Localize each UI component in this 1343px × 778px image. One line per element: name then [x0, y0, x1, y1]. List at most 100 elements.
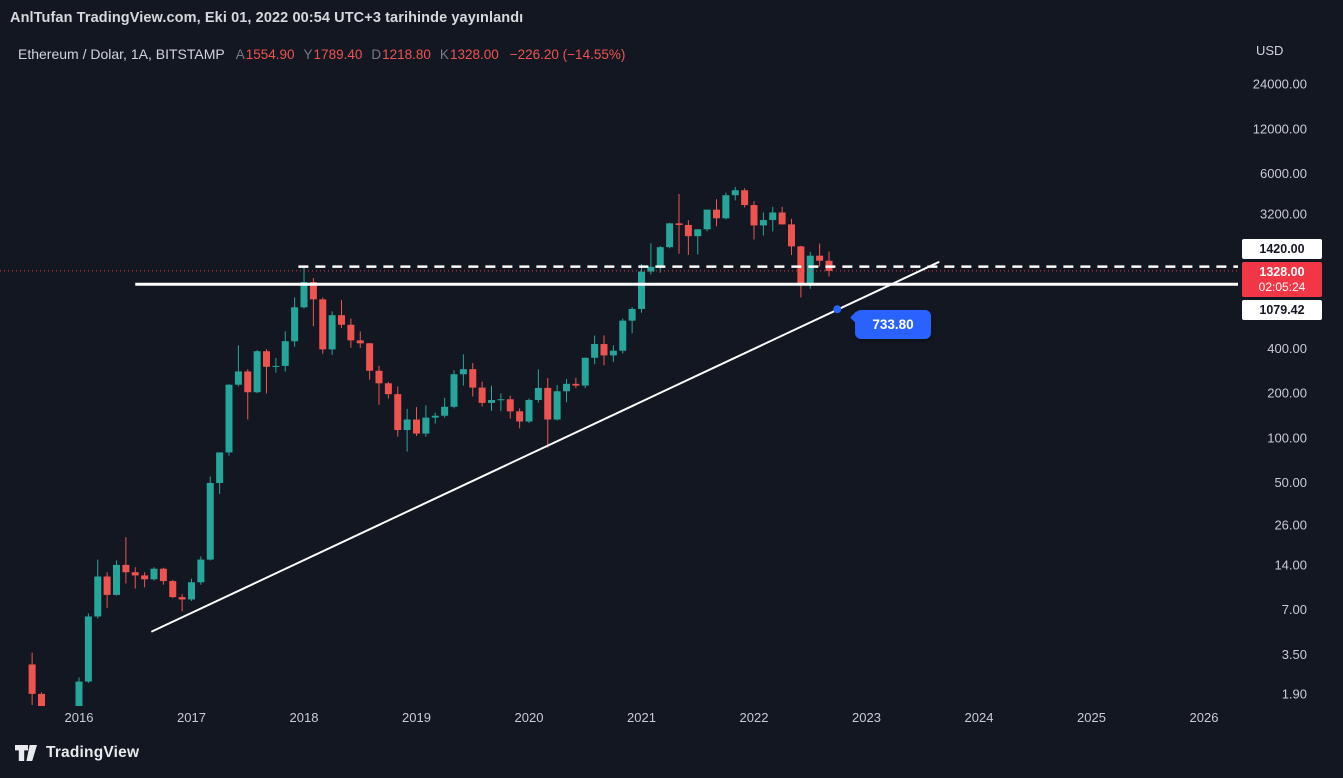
candle-body [703, 209, 711, 230]
price-tick-label: 1.90 [1282, 686, 1307, 701]
candle-body [506, 399, 514, 412]
ohlc-values: A1554.90 Y1789.40 D1218.80 K1328.00 [236, 47, 499, 62]
candle-body [628, 308, 636, 321]
ohlc-label: A [235, 47, 245, 62]
candle-body [459, 369, 467, 375]
candle-body [84, 616, 92, 682]
price-tag-value: 1079.42 [1259, 302, 1305, 317]
candle-body [338, 315, 345, 325]
symbol-title[interactable]: Ethereum / Dolar, 1A, BITSTAMP [18, 46, 225, 62]
candle-body [356, 340, 364, 344]
candle-body [422, 417, 430, 434]
candle-body [413, 419, 420, 434]
time-tick-label: 2016 [65, 710, 94, 725]
candle-body [806, 255, 814, 286]
candle-body [553, 391, 561, 420]
candle-body [291, 307, 299, 342]
price-tick-label: 26.00 [1274, 517, 1307, 532]
price-tick-label: 24000.00 [1253, 77, 1307, 92]
candle-body [300, 282, 308, 308]
candle-body [516, 411, 524, 422]
ohlc-value: 1554.90 [245, 47, 295, 62]
candle-body [675, 223, 683, 225]
candle-body [581, 357, 589, 386]
candle-body [534, 387, 542, 400]
tradingview-logo-link[interactable]: TradingView [14, 744, 139, 762]
candle-body [234, 371, 242, 385]
candle-body [488, 399, 495, 403]
candle-body [328, 315, 336, 350]
candle-body [731, 190, 739, 196]
candle-body [244, 371, 252, 393]
candle-body [281, 341, 289, 366]
candle-body [722, 195, 730, 219]
ohlc-pair: A1554.90 [236, 47, 295, 62]
time-tick-label: 2021 [627, 710, 656, 725]
candle-body [319, 299, 327, 350]
time-tick-label: 2024 [965, 710, 994, 725]
ohlc-value: 1218.80 [382, 47, 431, 62]
candle-body [450, 374, 458, 407]
candle-body [216, 452, 224, 483]
candle-body [347, 324, 355, 341]
candle-body [28, 664, 36, 694]
candle-body [525, 399, 533, 422]
candle-body [263, 351, 270, 367]
candle-body [544, 387, 552, 420]
candle-body [366, 343, 374, 371]
candle-body [131, 572, 139, 576]
candle-body [788, 224, 795, 247]
candle-body [778, 212, 786, 225]
candle-body [694, 229, 702, 237]
candle-body [591, 344, 599, 358]
last-price-tag: 1328.00 02:05:24 [1242, 262, 1322, 297]
price-callout[interactable]: 733.80 [855, 310, 931, 339]
candle-body [478, 387, 486, 403]
line-price-tag: 1079.42 [1242, 300, 1322, 320]
candle-body [563, 383, 570, 392]
candle-body [441, 406, 449, 416]
candle-body [759, 220, 767, 226]
time-tick-label: 2018 [290, 710, 319, 725]
tradingview-logo-icon [15, 745, 37, 761]
candle-body [150, 568, 158, 580]
time-tick-label: 2023 [852, 710, 881, 725]
candle-body [403, 419, 411, 431]
candle-body [750, 205, 758, 226]
price-tick-label: 7.00 [1282, 602, 1307, 617]
publish-byline: AnlTufan TradingView.com, Eki 01, 2022 0… [10, 10, 524, 26]
time-tick-label: 2022 [740, 710, 769, 725]
candle-body [431, 415, 439, 418]
candle-body [816, 255, 824, 261]
ohlc-label: D [371, 47, 382, 62]
price-tag-value: 1328.00 [1259, 264, 1305, 279]
candle-body [769, 212, 777, 221]
time-tick-label: 2019 [402, 710, 431, 725]
ohlc-pair: K1328.00 [440, 47, 499, 62]
candle-body [666, 223, 674, 248]
price-axis-currency-label: USD [1256, 43, 1284, 58]
trendline[interactable] [151, 261, 940, 633]
change-value: −226.20 (−14.55%) [509, 47, 626, 62]
candle-body [169, 581, 177, 598]
price-tick-label: 50.00 [1274, 475, 1307, 490]
candle-body [253, 351, 261, 393]
candle-body [656, 247, 664, 267]
time-tick-label: 2025 [1077, 710, 1106, 725]
candle-body [178, 597, 186, 600]
candle-body [572, 383, 580, 386]
trendline-anchor-dot[interactable] [833, 305, 842, 314]
candle-body [197, 559, 205, 583]
ohlc-pair: Y1789.40 [304, 47, 363, 62]
candle-body [122, 564, 130, 573]
candle-body [272, 365, 280, 367]
price-tick-label: 400.00 [1267, 341, 1307, 356]
time-tick-label: 2020 [515, 710, 544, 725]
candle-body [713, 209, 720, 219]
tradingview-wordmark: TradingView [46, 744, 140, 761]
price-tick-label: 200.00 [1267, 386, 1307, 401]
candle-body [638, 271, 645, 309]
candle-body [497, 399, 505, 401]
line-price-tag: 1420.00 [1242, 239, 1322, 259]
